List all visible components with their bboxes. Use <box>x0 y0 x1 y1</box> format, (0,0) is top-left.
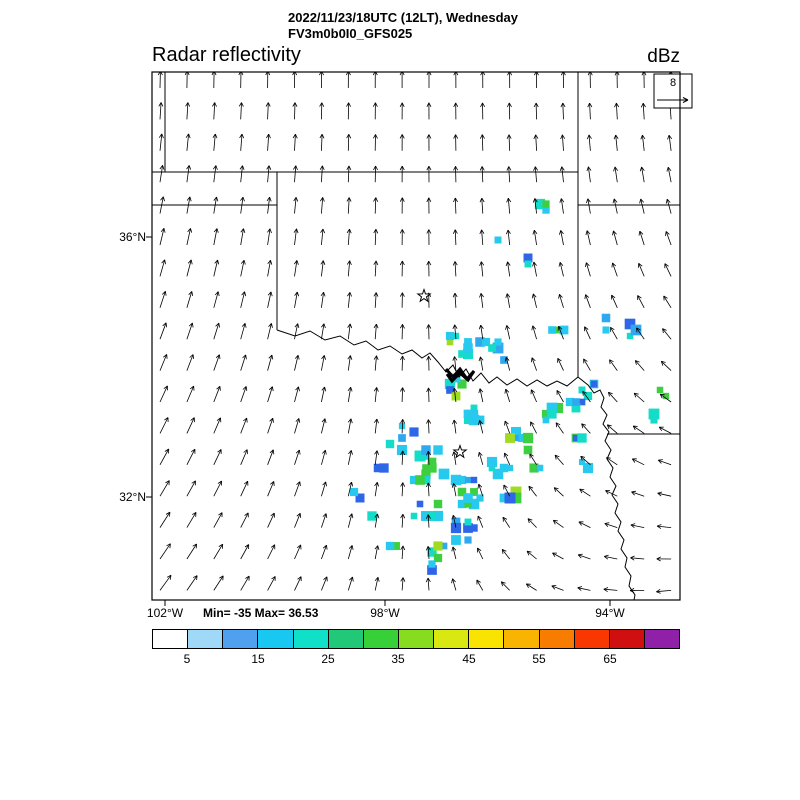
colorbar-cell <box>434 630 470 648</box>
colorbar-cell <box>504 630 540 648</box>
header-block: 2022/11/23/18UTC (12LT), Wednesday FV3m0… <box>288 10 518 42</box>
star-marker <box>452 443 468 459</box>
colorbar-tick-5: 5 <box>183 652 191 666</box>
colorbar-cell <box>539 630 575 648</box>
colorbar-cell <box>363 630 399 648</box>
colorbar-cell <box>153 630 189 648</box>
colorbar-cell <box>469 630 505 648</box>
minmax-annotation: Min= -35 Max= 36.53 <box>203 606 319 620</box>
colorbar <box>152 629 680 649</box>
colorbar-cell <box>574 630 610 648</box>
colorbar-tick-25: 25 <box>321 652 335 666</box>
lon-label-98w: 98°W <box>370 606 400 620</box>
units-label: dBz <box>647 46 680 67</box>
state-borders <box>152 72 680 600</box>
colorbar-tick-65: 65 <box>603 652 617 666</box>
star-marker <box>416 287 432 303</box>
colorbar-cell <box>188 630 224 648</box>
border-tx-east-border <box>577 376 636 600</box>
lon-label-102w: 102°W <box>146 606 184 620</box>
header-model-name: FV3m0b0I0_GFS025 <box>288 26 413 41</box>
colorbar-tick-55: 55 <box>532 652 546 666</box>
colorbar-cell <box>644 630 680 648</box>
colorbar-cell <box>398 630 435 648</box>
border-red-river-tx-ok <box>276 329 579 387</box>
colorbar-cell <box>258 630 294 648</box>
ref-vector-value: 8 <box>669 77 677 89</box>
colorbar-tick-45: 45 <box>462 652 476 666</box>
colorbar-tick-15: 15 <box>251 652 265 666</box>
page-title: Radar reflectivity <box>152 44 301 66</box>
lon-label-94w: 94°W <box>595 606 625 620</box>
radar-echoes <box>349 198 670 575</box>
ref-vector-box <box>653 73 693 109</box>
colorbar-cell <box>223 630 259 648</box>
colorbar-cell <box>293 630 329 648</box>
wind-vectors <box>157 72 674 594</box>
plot-frame <box>151 71 681 601</box>
header-datetime: 2022/11/23/18UTC (12LT), Wednesday <box>288 10 519 25</box>
lat-label-32n: 32°N <box>119 490 146 504</box>
colorbar-cell <box>328 630 364 648</box>
lat-label-36n: 36°N <box>119 230 146 244</box>
colorbar-tick-35: 35 <box>391 652 405 666</box>
border-red-river-meander-bold <box>444 366 476 384</box>
axis-ticks <box>146 236 611 606</box>
colorbar-cell <box>609 630 645 648</box>
